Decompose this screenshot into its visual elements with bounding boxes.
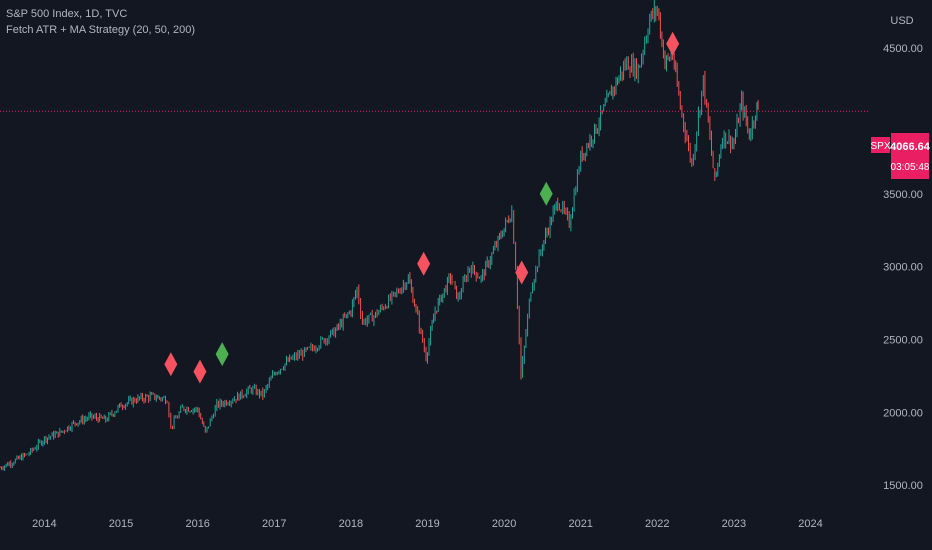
x-tick-label: 2017	[262, 518, 286, 530]
indicator-title[interactable]: Fetch ATR + MA Strategy (20, 50, 200)	[6, 24, 196, 36]
y-tick-label: 2500.00	[883, 335, 923, 347]
sell-signal-marker	[417, 251, 431, 276]
sell-signal-marker	[666, 31, 680, 56]
y-tick-label: 4500.00	[883, 43, 923, 55]
x-tick-label: 2021	[568, 518, 592, 530]
symbol-title[interactable]: S&P 500 Index, 1D, TVC	[6, 8, 128, 20]
sell-signal-marker	[164, 352, 178, 377]
signal-markers	[164, 31, 680, 384]
currency-label: USD	[890, 15, 913, 27]
y-tick-label: 3500.00	[883, 189, 923, 201]
buy-signal-marker	[215, 342, 229, 367]
x-tick-label: 2015	[109, 518, 133, 530]
price-axis[interactable]: 4500.00 3500.00 3000.00 2500.00 2000.00 1500.…	[883, 43, 923, 492]
buy-signal-marker	[539, 181, 553, 206]
time-axis[interactable]: 2014 2015 2016 2017 2018 2019 2020 2021 2022 2023…	[32, 518, 823, 530]
x-tick-label: 2019	[415, 518, 439, 530]
y-tick-label: 2000.00	[883, 407, 923, 419]
price-series	[0, 0, 759, 471]
chart-legend: S&P 500 Index, 1D, TVC Fetch ATR + MA St…	[6, 6, 195, 38]
x-tick-label: 2024	[798, 518, 822, 530]
symbol-tag: SPX	[870, 141, 890, 152]
y-tick-label: 3000.00	[883, 262, 923, 274]
x-tick-label: 2020	[492, 518, 516, 530]
x-tick-label: 2018	[339, 518, 363, 530]
x-tick-label: 2022	[645, 518, 669, 530]
y-tick-label: 1500.00	[883, 480, 923, 492]
price-value: 4066.64	[890, 141, 931, 153]
x-tick-label: 2014	[32, 518, 56, 530]
sell-signal-marker	[193, 359, 207, 384]
symbol-tag-bg	[871, 137, 890, 153]
price-tag-bg	[891, 133, 929, 179]
bar-countdown: 03:05:48	[891, 162, 930, 173]
x-tick-label: 2016	[185, 518, 209, 530]
sell-signal-marker	[515, 260, 529, 285]
x-tick-label: 2023	[722, 518, 746, 530]
price-tag: SPX 4066.64 03:05:48	[870, 133, 931, 179]
